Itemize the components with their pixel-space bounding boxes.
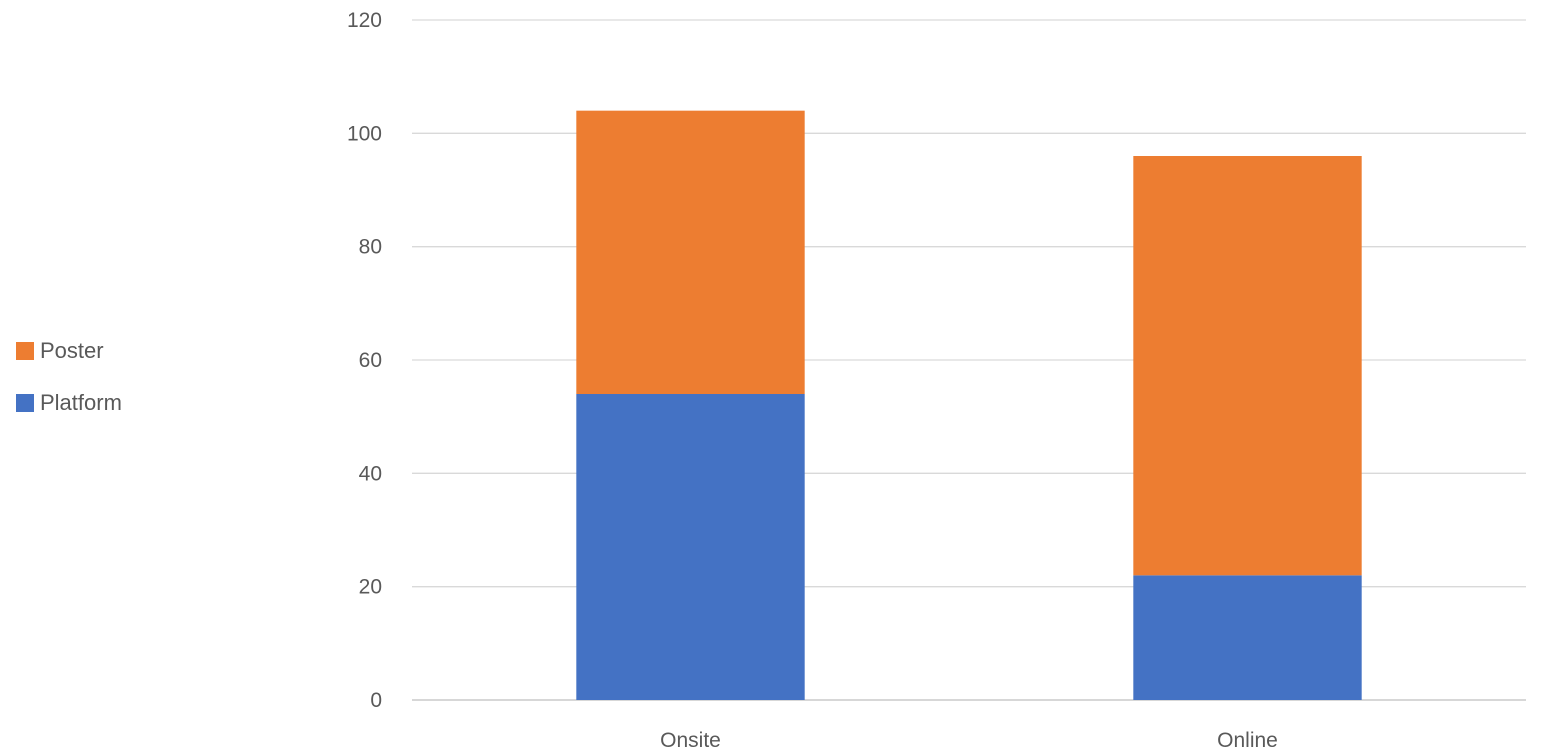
bar-poster-online [1133, 156, 1362, 576]
bars [576, 110, 1362, 700]
x-tick-label-onsite: Onsite [660, 729, 721, 752]
y-tick-label: 120 [347, 9, 382, 32]
y-tick-label: 40 [359, 462, 382, 485]
y-tick-label: 20 [359, 576, 382, 599]
bar-platform-online [1133, 575, 1362, 700]
legend-swatch-poster [16, 342, 34, 360]
legend: Poster Platform [16, 337, 122, 441]
legend-item-poster: Poster [16, 337, 122, 365]
bar-poster-onsite [576, 110, 805, 395]
y-tick-label: 100 [347, 122, 382, 145]
y-tick-label: 80 [359, 236, 382, 259]
x-axis-ticks: Onsite Online [660, 729, 1278, 752]
bar-platform-onsite [576, 394, 805, 700]
legend-label-poster: Poster [40, 338, 104, 363]
y-tick-label: 60 [359, 349, 382, 372]
y-axis-ticks: 0 20 40 60 80 100 120 [347, 9, 382, 712]
legend-swatch-platform [16, 394, 34, 412]
x-tick-label-online: Online [1217, 729, 1278, 752]
legend-label-platform: Platform [40, 390, 122, 415]
y-tick-label: 0 [370, 689, 382, 712]
legend-item-platform: Platform [16, 389, 122, 417]
